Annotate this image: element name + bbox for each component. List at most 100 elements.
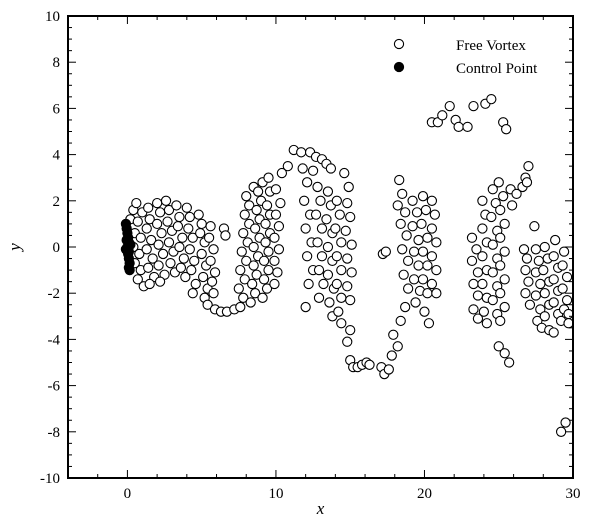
- control-point-point: [123, 246, 135, 257]
- free-vortex-point: [205, 221, 216, 232]
- free-vortex-point: [444, 100, 455, 112]
- free-vortex-point: [345, 294, 356, 306]
- free-vortex-point: [247, 278, 258, 290]
- free-vortex-point: [336, 264, 347, 276]
- free-vortex-point: [539, 288, 550, 299]
- free-vortex-point: [325, 163, 337, 174]
- free-vortex-point: [345, 325, 356, 336]
- free-vortex-point: [154, 207, 166, 218]
- free-vortex-point: [206, 276, 218, 287]
- free-vortex-point: [310, 209, 322, 220]
- free-vortex-point: [402, 255, 414, 267]
- free-vortex-point: [343, 181, 354, 193]
- free-vortex-point: [272, 267, 283, 278]
- free-vortex-point: [398, 269, 409, 280]
- free-vortex-point: [539, 241, 550, 253]
- free-vortex-point: [466, 255, 478, 267]
- free-vortex-point: [422, 232, 433, 243]
- free-vortex-point: [241, 255, 252, 267]
- free-vortex-point: [147, 253, 158, 264]
- free-vortex-point: [160, 195, 172, 206]
- free-vortex-point: [331, 251, 342, 262]
- free-vortex-point: [270, 184, 282, 195]
- free-vortex-point: [401, 230, 412, 241]
- free-vortex-point: [251, 204, 262, 216]
- free-vortex-point: [431, 237, 442, 248]
- y-tick-label: -8: [48, 425, 61, 441]
- y-tick-label: 4: [53, 148, 61, 164]
- free-vortex-point: [157, 248, 169, 260]
- free-vortex-point: [520, 288, 531, 299]
- free-vortex-point: [312, 181, 323, 193]
- free-vortex-point: [195, 227, 206, 239]
- free-vortex-point: [301, 251, 313, 262]
- free-vortex-point: [345, 211, 356, 223]
- free-vortex-point: [154, 276, 166, 287]
- free-vortex-point: [400, 301, 411, 313]
- free-vortex-point: [477, 278, 488, 290]
- control-point-series: [120, 218, 136, 276]
- free-vortex-point: [392, 200, 403, 211]
- free-vortex-point: [316, 251, 328, 262]
- free-vortex-point: [331, 278, 342, 290]
- free-vortex-point: [322, 186, 334, 197]
- free-vortex-point: [238, 292, 249, 303]
- free-vortex-point: [202, 299, 213, 310]
- free-vortex-point: [411, 207, 423, 218]
- x-tick-label: 30: [566, 486, 581, 502]
- free-vortex-point: [423, 318, 435, 329]
- free-vortex-point: [141, 244, 152, 255]
- free-vortex-point: [146, 234, 157, 246]
- free-vortex-point: [261, 283, 273, 294]
- free-vortex-point: [196, 248, 207, 260]
- free-vortex-point: [165, 258, 176, 269]
- free-vortex-point: [557, 260, 568, 271]
- x-tick-label: 20: [417, 486, 432, 502]
- x-tick-label: 10: [268, 486, 283, 502]
- y-tick-label: -10: [40, 471, 60, 487]
- free-vortex-point: [209, 267, 221, 278]
- free-vortex-point: [132, 216, 143, 227]
- free-vortex-point: [261, 200, 273, 211]
- control-point-point: [124, 264, 135, 276]
- free-vortex-point: [495, 204, 506, 216]
- free-vortex-point: [316, 223, 328, 234]
- free-vortex-point: [282, 160, 293, 172]
- free-vortex-point: [162, 216, 173, 227]
- free-vortex-point: [236, 246, 247, 257]
- free-vortex-series: [125, 94, 574, 437]
- free-vortex-point: [493, 177, 504, 188]
- free-vortex-point: [410, 297, 421, 308]
- free-vortex-point: [186, 264, 197, 276]
- free-vortex-point: [342, 281, 353, 292]
- free-vortex-point: [153, 260, 164, 271]
- free-vortex-point: [422, 288, 433, 299]
- free-vortex-point: [487, 239, 498, 250]
- free-vortex-point: [303, 278, 314, 290]
- free-vortex-point: [315, 195, 326, 206]
- free-vortex-point: [276, 167, 288, 179]
- legend: Free Vortex Control Point: [393, 38, 538, 77]
- free-vortex-point: [471, 244, 482, 255]
- free-vortex-point: [174, 241, 185, 253]
- free-vortex-point: [388, 329, 399, 340]
- legend-marker-control-point: [393, 61, 405, 73]
- free-vortex-point: [538, 264, 549, 276]
- free-vortex-point: [386, 350, 397, 361]
- free-vortex-point: [342, 336, 353, 347]
- free-vortex-point: [550, 234, 561, 246]
- free-vortex-point: [511, 188, 522, 200]
- free-vortex-point: [431, 288, 442, 299]
- free-vortex-point: [529, 221, 540, 232]
- free-vortex-point: [501, 124, 512, 135]
- free-vortex-point: [134, 248, 145, 260]
- free-vortex-point: [419, 306, 430, 317]
- free-vortex-point: [462, 121, 473, 133]
- free-vortex-point: [334, 209, 345, 220]
- free-vortex-point: [561, 271, 573, 283]
- free-vortex-point: [426, 195, 438, 206]
- free-vortex-point: [208, 288, 219, 299]
- free-vortex-point: [563, 318, 574, 329]
- free-vortex-point: [548, 274, 559, 285]
